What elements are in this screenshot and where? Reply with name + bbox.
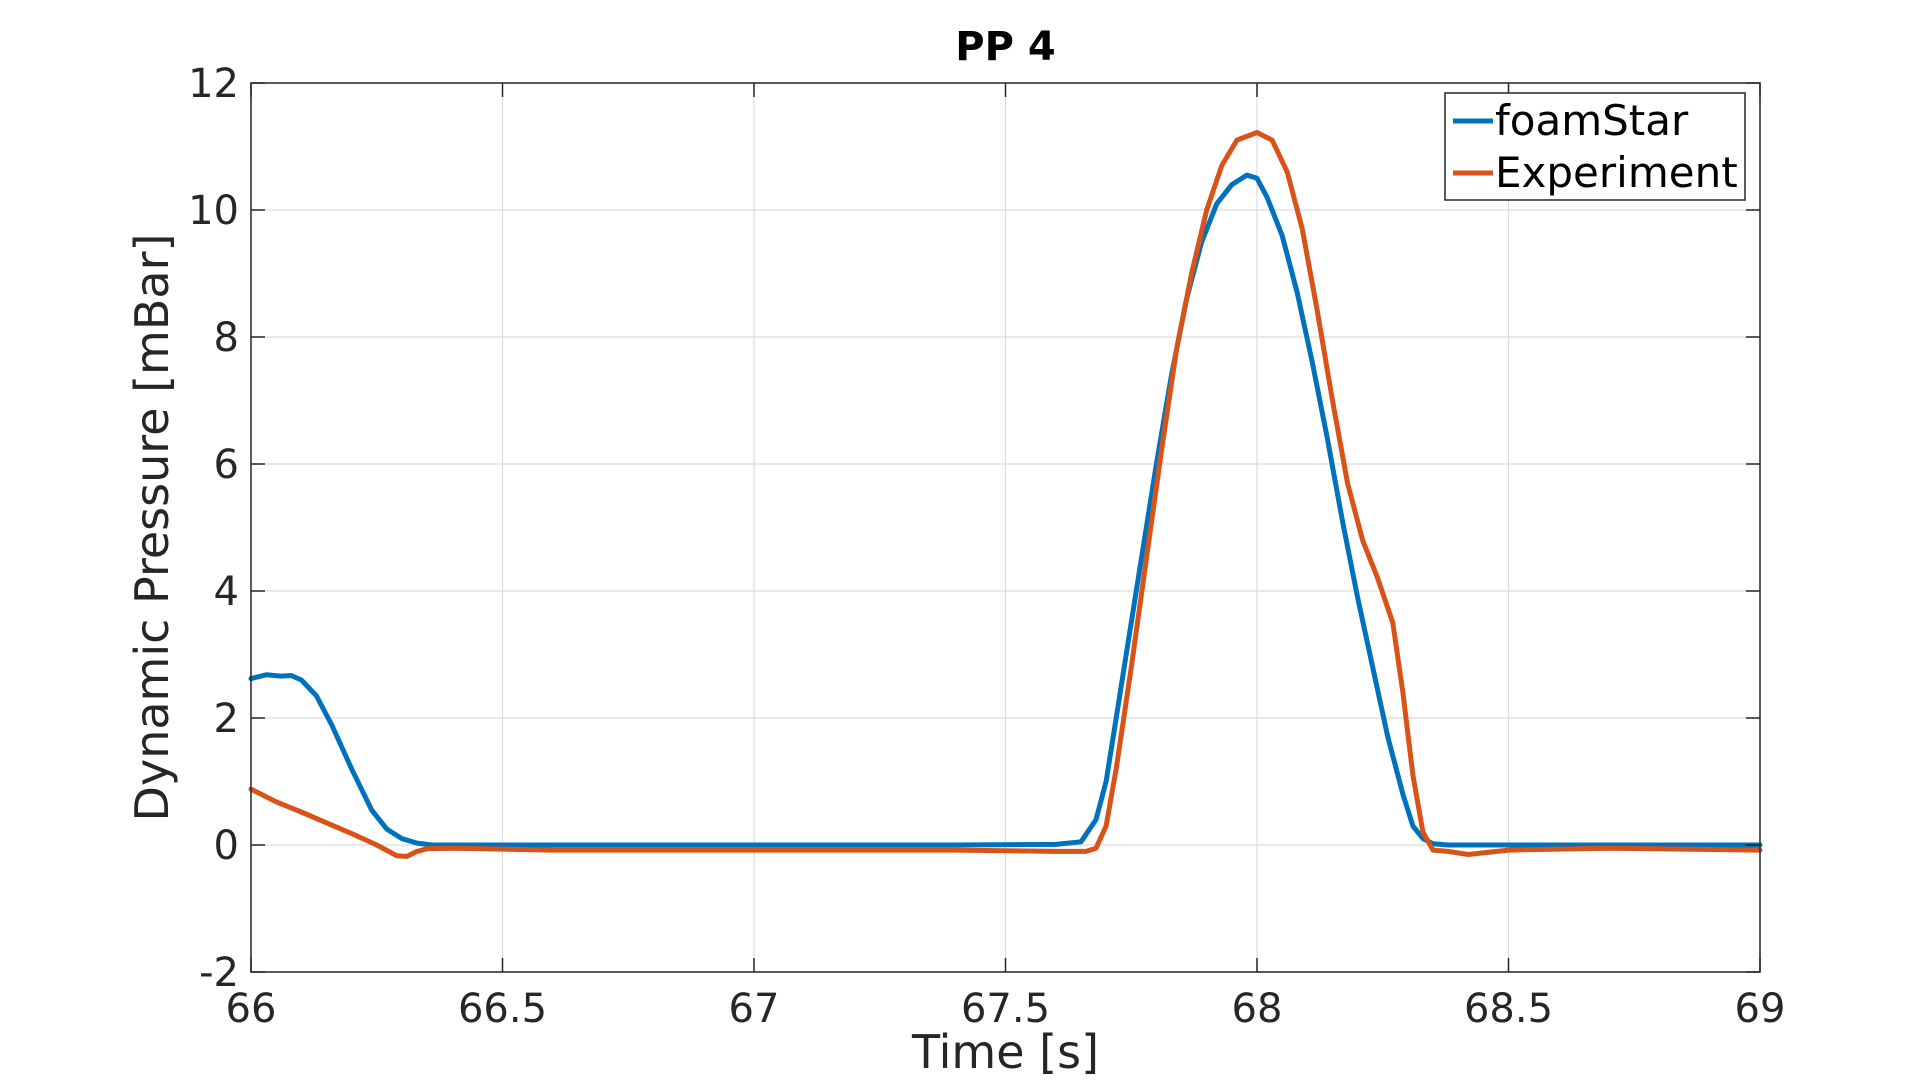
x-tick-label: 68 [1232,986,1283,1032]
chart-title: PP 4 [955,24,1055,70]
x-tick-label: 67 [729,986,780,1032]
x-axis-label: Time [s] [911,1025,1099,1079]
y-axis-label: Dynamic Pressure [mBar] [125,234,179,822]
x-tick-label: 69 [1735,986,1786,1032]
y-tick-label: 6 [214,442,239,488]
x-tick-label: 66.5 [458,986,547,1032]
y-tick-label: -2 [199,950,239,996]
series-lines [248,130,1763,859]
x-tick-label: 67.5 [961,986,1050,1032]
x-tick-label: 66 [226,986,277,1032]
y-tick-label: 2 [214,696,239,742]
x-tick-label: 68.5 [1464,986,1553,1032]
y-tick-label: 8 [214,315,239,361]
y-tick-label: 0 [214,823,239,869]
series-line-foamstar [248,172,1763,848]
y-tick-label: 4 [214,569,239,615]
y-tick-label: 12 [188,61,239,107]
legend-label: Experiment [1495,148,1738,197]
y-tick-label: 10 [188,188,239,234]
series-line-experiment [248,130,1763,859]
legend-label: foamStar [1495,96,1689,145]
legend-box [1444,92,1746,201]
